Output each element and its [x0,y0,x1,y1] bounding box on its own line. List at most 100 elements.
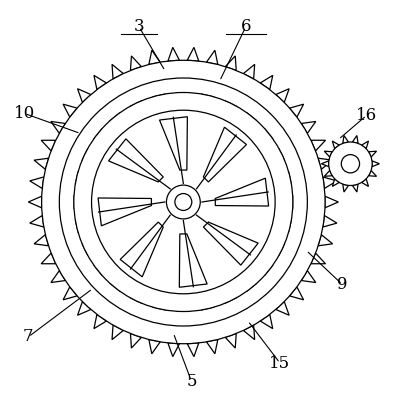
Polygon shape [225,293,237,303]
Polygon shape [343,135,349,143]
Polygon shape [75,220,84,233]
Text: 7: 7 [23,328,34,345]
Circle shape [59,78,308,326]
Polygon shape [276,89,289,103]
Polygon shape [82,149,92,161]
Polygon shape [41,253,56,264]
Text: 10: 10 [14,105,35,122]
Polygon shape [51,122,66,133]
Circle shape [175,194,192,210]
Polygon shape [324,151,332,157]
Polygon shape [263,265,273,276]
Circle shape [74,93,293,311]
Polygon shape [324,170,332,176]
Polygon shape [225,101,237,111]
Polygon shape [75,171,84,184]
Polygon shape [263,128,273,139]
Polygon shape [246,112,257,122]
Polygon shape [290,104,304,117]
Polygon shape [94,314,106,328]
Circle shape [329,142,372,185]
Polygon shape [322,161,329,167]
Polygon shape [332,141,339,149]
Polygon shape [78,301,91,315]
Polygon shape [246,282,257,292]
Polygon shape [130,293,142,303]
Polygon shape [168,47,179,61]
Polygon shape [63,287,77,300]
Polygon shape [276,301,289,315]
Polygon shape [372,161,379,167]
Polygon shape [243,64,255,79]
Polygon shape [282,220,291,233]
Polygon shape [130,333,142,348]
Polygon shape [290,287,304,300]
Circle shape [166,185,200,219]
Polygon shape [34,235,49,246]
Polygon shape [311,253,325,264]
Polygon shape [301,122,316,133]
Text: 9: 9 [337,276,348,293]
Circle shape [42,60,325,344]
Polygon shape [282,171,291,184]
Text: 3: 3 [134,18,144,36]
Polygon shape [225,56,236,71]
Text: 16: 16 [356,107,377,124]
Polygon shape [361,141,369,149]
Polygon shape [201,301,214,310]
Polygon shape [74,195,82,209]
Polygon shape [110,112,120,122]
Text: 5: 5 [186,372,197,390]
Polygon shape [78,89,91,103]
Polygon shape [149,339,160,354]
Polygon shape [323,177,337,189]
Polygon shape [275,149,285,161]
Polygon shape [34,158,49,169]
Polygon shape [369,151,376,157]
Text: 6: 6 [241,18,251,36]
Polygon shape [51,271,66,282]
Polygon shape [187,47,199,61]
Polygon shape [112,64,123,79]
Polygon shape [201,94,214,103]
Polygon shape [187,343,199,357]
Polygon shape [260,76,273,90]
Polygon shape [152,301,166,310]
Polygon shape [41,140,56,151]
Polygon shape [225,333,236,348]
Polygon shape [352,184,358,192]
Polygon shape [110,282,120,292]
Polygon shape [94,76,106,90]
Polygon shape [30,177,44,189]
Polygon shape [149,50,160,65]
Polygon shape [30,215,44,227]
Polygon shape [152,94,166,103]
Polygon shape [343,184,349,192]
Polygon shape [260,314,273,328]
Polygon shape [352,135,358,143]
Polygon shape [318,235,332,246]
Polygon shape [332,179,339,186]
Polygon shape [243,325,255,340]
Polygon shape [323,215,337,227]
Polygon shape [112,325,123,340]
Polygon shape [177,303,190,311]
Polygon shape [168,343,179,357]
Polygon shape [318,158,332,169]
Polygon shape [207,339,218,354]
Polygon shape [28,196,42,208]
Polygon shape [94,265,104,276]
Polygon shape [301,271,316,282]
Polygon shape [275,243,285,255]
Polygon shape [94,128,104,139]
Circle shape [92,110,275,294]
Text: 15: 15 [269,355,290,372]
Polygon shape [130,56,142,71]
Polygon shape [369,170,376,176]
Polygon shape [82,243,92,255]
Polygon shape [130,101,142,111]
Polygon shape [325,196,338,208]
Polygon shape [285,195,293,209]
Polygon shape [207,50,218,65]
Polygon shape [311,140,325,151]
